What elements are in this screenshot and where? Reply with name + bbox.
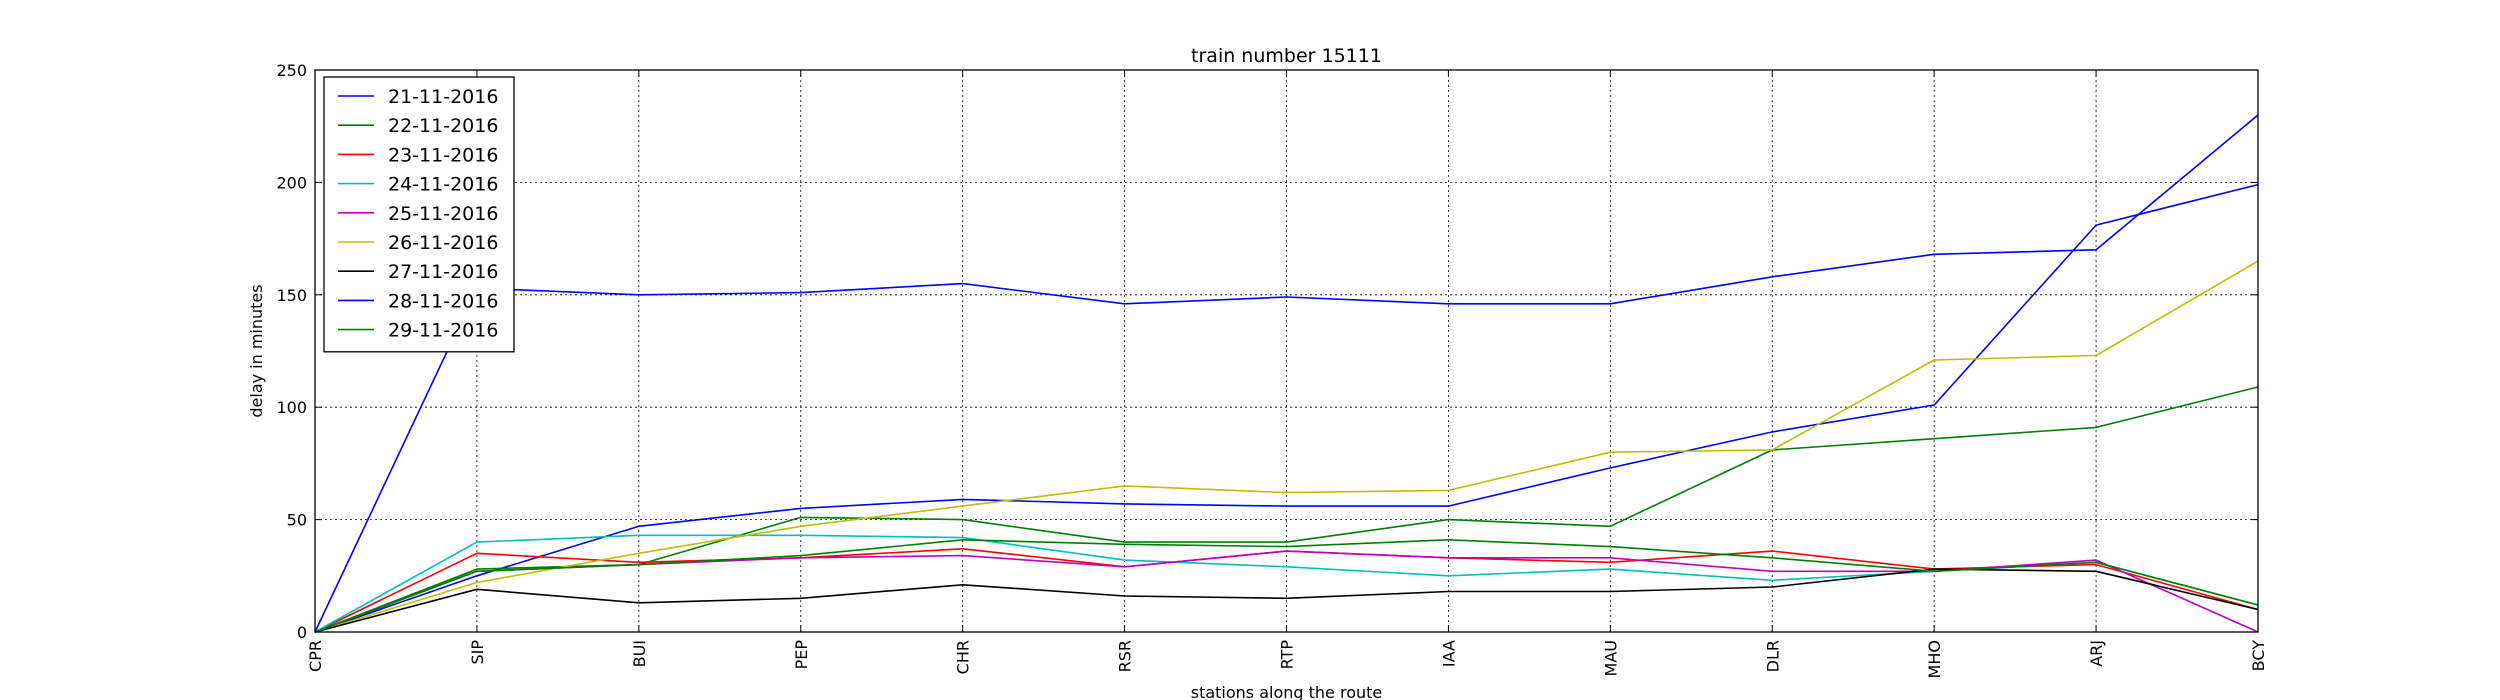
x-tick-label: PEP	[792, 640, 811, 670]
x-axis-label: stations along the route	[1191, 683, 1383, 700]
x-tick-label: DLR	[1763, 640, 1782, 672]
x-tick-label: RSR	[1116, 640, 1135, 672]
legend-label: 22-11-2016	[388, 115, 498, 137]
series-line-29-11-2016	[314, 538, 2259, 633]
x-tick-label: MHO	[1925, 640, 1944, 678]
legend-label: 27-11-2016	[388, 261, 498, 283]
chart-title: train number 15111	[1191, 45, 1382, 67]
grid-lines	[315, 70, 2258, 632]
series-line-28-11-2016	[314, 114, 2259, 633]
legend: 21-11-2016 22-11-2016 23-11-2016 24-11-2016…	[323, 76, 515, 353]
y-tick-label: 250	[276, 61, 307, 80]
series-lines	[314, 114, 2259, 633]
legend-label: 21-11-2016	[388, 86, 498, 108]
y-tick-label: 200	[276, 173, 307, 192]
x-tick-label: ARJ	[2087, 640, 2106, 667]
legend-label: 28-11-2016	[388, 290, 498, 312]
x-tick-label: CPR	[306, 640, 325, 672]
y-tick-label: 0	[297, 623, 307, 642]
axis-ticks: CPR SIP BUI PEP CHR RSR RTP IAA MAU DLR MHO ARJ BCY 0…	[276, 61, 2268, 678]
x-tick-label: SIP	[468, 640, 487, 665]
legend-box	[323, 76, 515, 353]
y-tick-label: 50	[287, 511, 307, 530]
y-tick-label: 150	[276, 286, 307, 305]
x-tick-label: MAU	[1601, 640, 1620, 676]
x-tick-label: RTP	[1278, 640, 1297, 670]
y-tick-label: 100	[276, 398, 307, 417]
series-line-26-11-2016	[314, 260, 2259, 633]
legend-label: 23-11-2016	[388, 144, 498, 166]
x-tick-label: BUI	[630, 640, 649, 667]
series-line-24-11-2016	[314, 534, 2259, 633]
legend-label: 26-11-2016	[388, 232, 498, 254]
legend-label: 25-11-2016	[388, 203, 498, 225]
legend-label: 24-11-2016	[388, 174, 498, 196]
legend-label: 29-11-2016	[388, 320, 498, 342]
x-tick-label: IAA	[1439, 640, 1458, 667]
y-axis-label: delay in minutes	[247, 284, 266, 417]
x-tick-label: BCY	[2249, 640, 2268, 672]
x-tick-label: CHR	[954, 640, 973, 674]
series-line-21-11-2016	[314, 183, 2259, 633]
series-line-27-11-2016	[314, 568, 2259, 633]
